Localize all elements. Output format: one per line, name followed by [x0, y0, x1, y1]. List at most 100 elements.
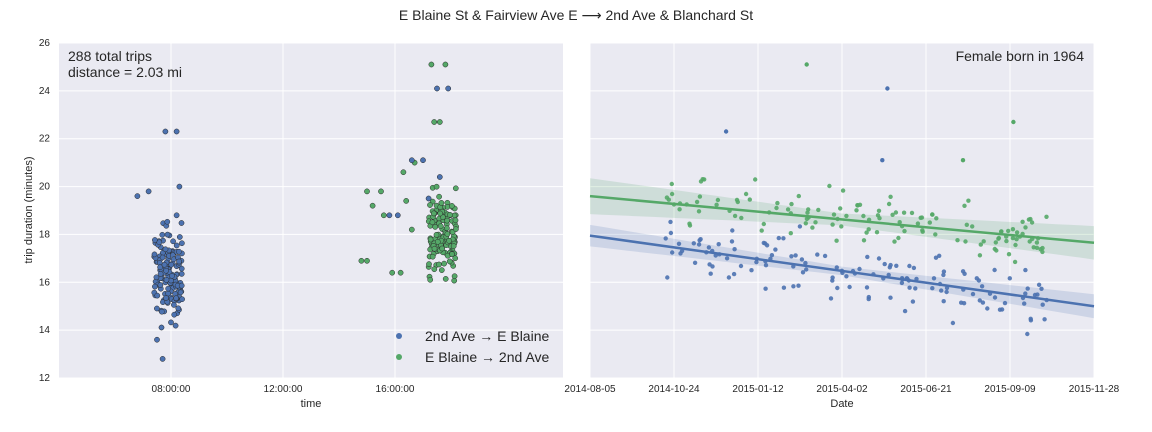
right-point-blue — [888, 262, 893, 268]
right-annotation: Female born in 1964 — [956, 48, 1085, 64]
left-point-blue — [445, 85, 452, 92]
right-point-green — [753, 177, 758, 182]
left-point-blue — [157, 282, 164, 288]
left-point-green — [449, 251, 455, 257]
right-point-green — [864, 230, 869, 235]
right-point-green — [920, 228, 925, 233]
right-point-green — [1006, 228, 1011, 234]
right-point-green — [893, 210, 899, 215]
right-point-blue — [962, 271, 967, 276]
right-point-green — [774, 205, 779, 211]
left-point-green — [438, 200, 445, 206]
left-point-green — [432, 224, 439, 230]
right-point-blue — [1023, 291, 1028, 296]
right-point-blue — [789, 254, 794, 259]
left-ytick-label: 22 — [39, 134, 51, 145]
left-point-blue — [159, 254, 166, 261]
left-point-blue — [163, 267, 169, 274]
left-point-green — [364, 257, 370, 264]
right-point-green — [978, 242, 983, 247]
right-point-blue — [791, 284, 796, 289]
right-point-blue — [799, 257, 805, 262]
right-point-green — [877, 216, 882, 221]
right-point-blue — [980, 300, 986, 305]
left-point-green — [429, 219, 436, 226]
left-point-blue — [154, 336, 160, 343]
right-point-green — [735, 199, 740, 205]
left-point-blue — [153, 274, 160, 281]
right-point-blue — [796, 283, 801, 288]
left-point-green — [427, 236, 434, 243]
right-point-blue — [844, 274, 849, 279]
left-point-green — [403, 198, 410, 204]
left-annotation-distance: distance = 2.03 mi — [68, 64, 182, 80]
right-point-blue — [944, 289, 949, 295]
right-point-blue — [913, 286, 918, 291]
right-point-green — [732, 213, 738, 219]
right-point-green — [992, 246, 997, 252]
right-xtick-label: 2015-06-21 — [900, 384, 952, 395]
right-point-blue — [698, 237, 703, 242]
left-point-blue — [162, 246, 169, 253]
right-point-blue — [696, 242, 702, 247]
right-point-blue — [911, 265, 917, 271]
right-point-blue — [907, 285, 912, 290]
right-point-green — [960, 158, 966, 163]
right-point-blue — [992, 295, 998, 300]
right-point-blue — [732, 247, 737, 252]
right-point-green — [1010, 235, 1016, 241]
right-point-green — [803, 221, 808, 226]
right-point-green — [996, 236, 1001, 241]
right-point-blue — [729, 239, 735, 244]
right-point-blue — [941, 272, 946, 278]
right-point-green — [834, 238, 839, 243]
right-point-blue — [1028, 318, 1034, 323]
right-point-blue — [866, 296, 871, 302]
right-point-blue — [886, 272, 891, 278]
left-point-green — [431, 266, 438, 273]
figure-title: E Blaine St & Fairview Ave E ⟶ 2nd Ave &… — [399, 7, 753, 23]
right-point-blue — [1025, 286, 1030, 291]
left-point-blue — [134, 193, 141, 199]
left-point-blue — [152, 237, 158, 243]
right-point-green — [1004, 238, 1009, 244]
right-point-blue — [865, 254, 870, 260]
left-point-blue — [408, 157, 415, 164]
right-point-green — [888, 194, 893, 199]
left-point-green — [437, 223, 444, 230]
right-point-green — [687, 221, 692, 226]
left-point-green — [408, 226, 415, 233]
left-point-green — [452, 217, 459, 224]
right-point-green — [963, 239, 968, 244]
right-point-blue — [749, 268, 754, 273]
left-point-blue — [173, 295, 179, 302]
left-point-blue — [165, 285, 172, 292]
left-point-green — [380, 212, 387, 219]
right-point-green — [1012, 259, 1018, 265]
left-point-blue — [394, 212, 401, 219]
right-point-blue — [857, 266, 862, 272]
right-point-green — [669, 181, 674, 187]
right-point-green — [964, 222, 969, 227]
left-point-blue — [179, 240, 185, 247]
right-point-green — [796, 193, 801, 199]
right-point-green — [761, 221, 766, 227]
left-point-blue — [168, 319, 174, 326]
left-point-green — [389, 269, 396, 276]
right-point-green — [669, 191, 675, 197]
legend-label-green: E Blaine → 2nd Ave — [425, 349, 549, 365]
right-point-blue — [668, 230, 674, 236]
right-point-green — [1006, 252, 1012, 257]
right-point-blue — [847, 284, 852, 290]
left-point-blue — [178, 220, 185, 226]
left-point-green — [450, 243, 457, 249]
left-point-green — [438, 267, 445, 273]
left-point-green — [428, 61, 435, 68]
right-point-blue — [716, 242, 721, 247]
left-point-green — [431, 245, 438, 252]
left-ytick-label: 18 — [39, 229, 51, 240]
right-point-green — [886, 201, 892, 207]
right-point-blue — [876, 256, 882, 261]
right-point-green — [919, 215, 925, 220]
right-point-blue — [776, 235, 781, 241]
